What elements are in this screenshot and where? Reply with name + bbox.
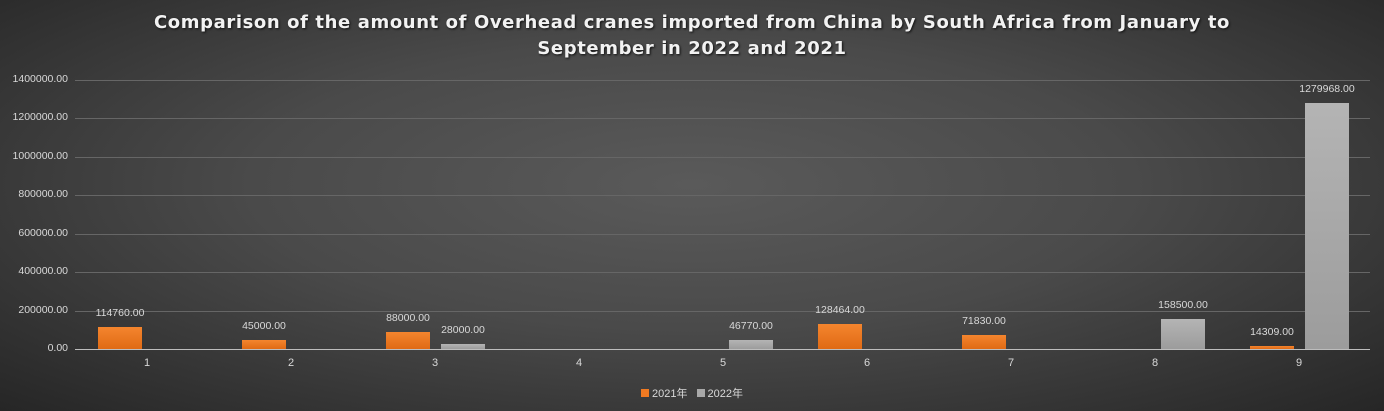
legend: 2021年 2022年	[0, 385, 1384, 401]
chart-title: Comparison of the amount of Overhead cra…	[0, 10, 1384, 62]
bar-2021-9	[1250, 346, 1294, 349]
y-tick-label: 1000000.00	[12, 149, 68, 162]
bar-2021-1	[98, 326, 142, 349]
y-tick-label: 200000.00	[18, 303, 68, 316]
bar-2021-6	[818, 324, 862, 349]
gridline	[75, 156, 1370, 158]
bar-2021-7	[962, 335, 1006, 349]
bar-2022-8	[1161, 318, 1205, 349]
y-tick-label: 0.00	[47, 342, 68, 354]
x-tick-label: 5	[719, 357, 727, 369]
bar-2021-3	[386, 332, 430, 349]
data-label: 28000.00	[441, 323, 485, 336]
legend-label-2021: 2021年	[651, 388, 688, 400]
x-tick-label: 1	[143, 357, 151, 369]
legend-swatch-2021	[640, 389, 649, 397]
x-tick-label: 4	[575, 357, 583, 369]
gridline	[75, 310, 1370, 312]
data-label: 45000.00	[242, 320, 286, 333]
data-label: 46770.00	[729, 320, 773, 332]
gridline	[75, 118, 1370, 120]
legend-item-2021: 2021年	[640, 385, 688, 401]
x-tick-label: 8	[1151, 357, 1159, 369]
y-tick-label: 800000.00	[18, 188, 68, 201]
x-tick-label: 9	[1295, 357, 1303, 369]
y-tick-label: 600000.00	[18, 226, 68, 239]
data-label: 14309.00	[1250, 326, 1294, 339]
gridline	[75, 272, 1370, 274]
chart-title-line-1: Comparison of the amount of Overhead cra…	[153, 12, 1230, 33]
y-tick-label: 1200000.00	[12, 111, 68, 124]
data-label: 158500.00	[1158, 298, 1208, 311]
legend-swatch-2022	[696, 389, 705, 397]
y-tick-label: 400000.00	[18, 265, 68, 278]
bar-2022-9	[1305, 103, 1349, 349]
gridline	[75, 233, 1370, 235]
x-tick-label: 2	[287, 357, 295, 369]
y-tick-label: 1400000.00	[12, 73, 68, 85]
data-label: 128464.00	[815, 304, 865, 317]
gridline	[75, 195, 1370, 197]
bar-2022-3	[441, 343, 485, 349]
data-label: 114760.00	[95, 306, 145, 319]
bar-2021-2	[242, 340, 286, 349]
data-label: 71830.00	[962, 315, 1006, 328]
x-tick-label: 7	[1007, 357, 1015, 369]
legend-label-2022: 2022年	[707, 388, 744, 400]
plot-area	[75, 80, 1370, 350]
x-tick-label: 6	[863, 357, 871, 369]
bar-2022-5	[729, 340, 773, 349]
data-label: 1279968.00	[1299, 83, 1355, 96]
gridline	[75, 80, 1370, 81]
gridline	[75, 349, 1370, 350]
data-label: 88000.00	[386, 312, 430, 325]
chart-title-line-2: September in 2022 and 2021	[537, 38, 847, 59]
legend-item-2022: 2022年	[696, 385, 744, 401]
x-tick-label: 3	[431, 357, 439, 369]
